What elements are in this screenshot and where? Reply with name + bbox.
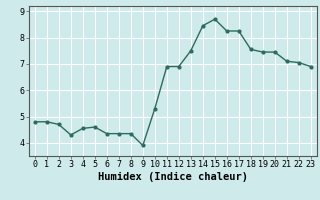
X-axis label: Humidex (Indice chaleur): Humidex (Indice chaleur) bbox=[98, 172, 248, 182]
